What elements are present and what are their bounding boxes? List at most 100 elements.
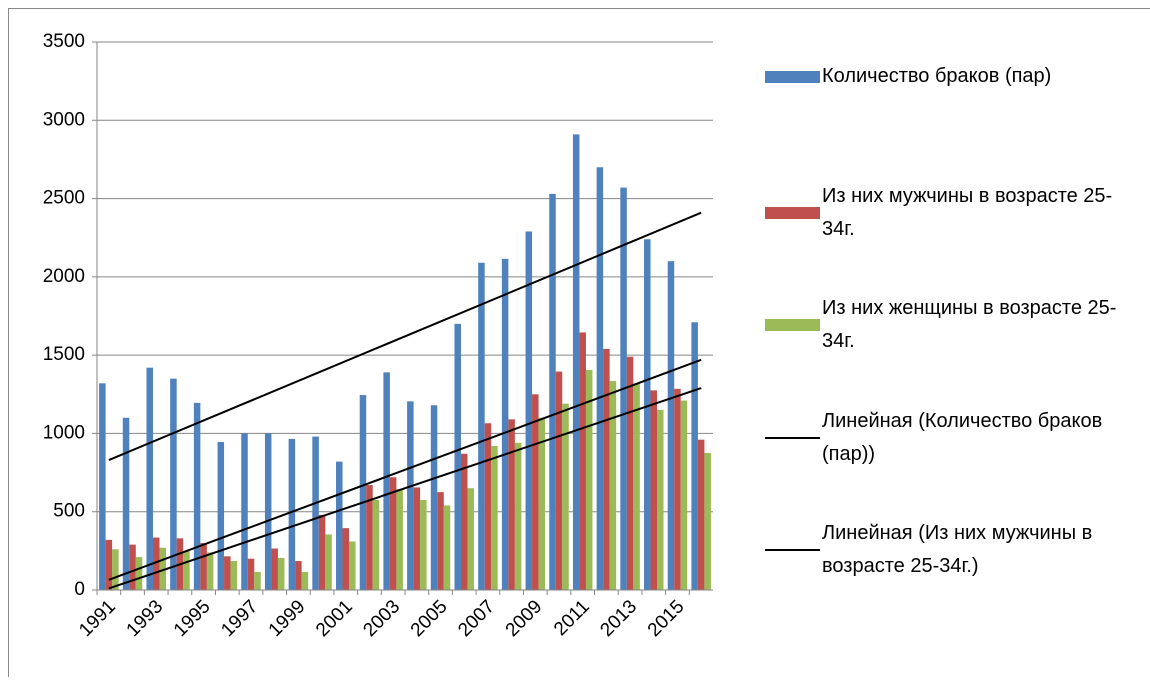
y-tick-label: 2500 — [43, 188, 85, 209]
bar — [610, 381, 617, 590]
y-tick-label: 1500 — [43, 344, 85, 365]
bar — [248, 559, 255, 590]
bar — [129, 545, 136, 590]
bar — [478, 263, 485, 590]
bar — [454, 324, 461, 590]
bar — [278, 558, 285, 590]
y-tick-label: 1000 — [43, 422, 85, 443]
x-tick-label: 2009 — [502, 596, 547, 641]
bar — [420, 500, 427, 590]
bar — [407, 401, 414, 590]
bar — [444, 505, 451, 590]
bar — [123, 418, 129, 590]
bar — [207, 552, 214, 590]
bar — [289, 439, 296, 590]
bar — [265, 433, 272, 590]
y-tick-label: 2000 — [43, 266, 85, 287]
bar — [633, 383, 640, 590]
legend-marker — [765, 319, 820, 331]
x-tick-label: 2005 — [407, 596, 452, 641]
legend-label: Линейная (Количество браков (пар)) — [822, 405, 1142, 471]
x-tick-label: 1999 — [265, 596, 310, 641]
bar — [224, 556, 231, 590]
bar — [271, 549, 278, 590]
bar — [325, 534, 332, 590]
bar — [562, 404, 569, 590]
bar — [390, 477, 397, 590]
x-tick-label: 2013 — [596, 596, 641, 641]
legend-item: Количество браков (пар) — [765, 60, 1142, 93]
bar — [312, 437, 319, 590]
bar — [681, 401, 688, 590]
legend-item: Из них женщины в возрасте 25-34г. — [765, 292, 1142, 358]
bar — [668, 261, 675, 590]
bar — [146, 368, 153, 590]
bar — [170, 379, 177, 590]
bar — [603, 349, 610, 590]
bar — [99, 383, 106, 590]
bar — [112, 549, 119, 590]
bar — [674, 389, 681, 590]
bar — [106, 540, 113, 590]
bar — [414, 487, 421, 590]
x-tick-label: 1995 — [170, 596, 215, 641]
bar — [437, 492, 444, 590]
bar — [515, 443, 522, 590]
x-tick-label: 1991 — [75, 596, 120, 641]
x-tick-label: 1997 — [217, 596, 262, 641]
bar — [200, 543, 207, 590]
bar — [508, 419, 514, 590]
bar — [319, 515, 326, 590]
bar — [302, 572, 309, 590]
bar — [657, 410, 664, 590]
x-tick-label: 2007 — [454, 596, 499, 641]
x-tick-label: 2001 — [312, 596, 357, 641]
y-tick-label: 0 — [74, 579, 85, 600]
bar — [491, 446, 498, 590]
bar — [373, 500, 380, 590]
legend-marker — [765, 437, 820, 439]
bar — [254, 572, 261, 590]
legend-marker — [765, 71, 820, 83]
bar — [704, 453, 711, 590]
bar — [549, 194, 556, 590]
legend-label: Количество браков (пар) — [822, 60, 1142, 93]
bar — [360, 395, 367, 590]
legend-label: Из них мужчины в возрасте 25-34г. — [822, 180, 1142, 246]
x-tick-label: 1993 — [123, 596, 168, 641]
bar — [597, 167, 604, 590]
y-tick-label: 3500 — [43, 31, 85, 52]
bar — [644, 239, 651, 590]
bar — [343, 528, 350, 590]
bar — [431, 405, 438, 590]
y-tick-label: 3000 — [43, 109, 85, 130]
bar — [502, 259, 509, 590]
bar — [467, 488, 474, 590]
bar — [396, 489, 403, 590]
y-tick-label: 500 — [53, 501, 85, 522]
bar — [485, 423, 492, 590]
legend-label: Из них женщины в возрасте 25-34г. — [822, 292, 1142, 358]
bar — [579, 332, 586, 590]
bar — [573, 134, 580, 590]
legend-label: Линейная (Из них мужчины в возрасте 25-3… — [822, 517, 1142, 583]
legend-item: Линейная (Количество браков (пар)) — [765, 405, 1142, 471]
legend-marker — [765, 549, 820, 551]
bar — [231, 561, 238, 590]
bar — [651, 390, 658, 590]
bar — [194, 403, 201, 590]
bar — [627, 357, 634, 590]
x-tick-label: 2011 — [550, 596, 594, 640]
bar — [183, 551, 190, 590]
bar — [218, 442, 225, 590]
bar — [383, 372, 390, 590]
bar — [136, 557, 143, 590]
bar — [349, 541, 356, 590]
bar — [556, 372, 563, 590]
bar — [461, 454, 468, 590]
legend-item: Линейная (Из них мужчины в возрасте 25-3… — [765, 517, 1142, 583]
x-tick-label: 2015 — [644, 596, 689, 641]
bar — [295, 561, 302, 590]
legend-item: Из них мужчины в возрасте 25-34г. — [765, 180, 1142, 246]
